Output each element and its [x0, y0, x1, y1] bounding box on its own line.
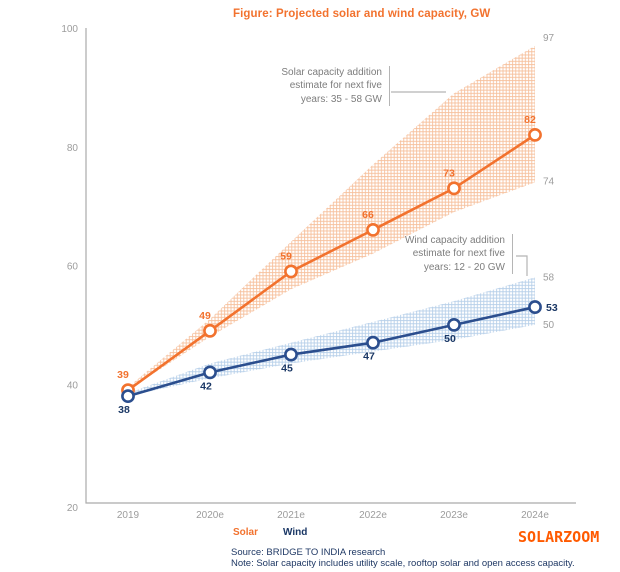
x-axis-tick-label: 2021e — [277, 510, 305, 521]
legend-item-solar: Solar — [233, 527, 259, 538]
note-text: Note: Solar capacity includes utility sc… — [231, 558, 575, 569]
solar-marker — [284, 264, 298, 279]
y-axis-tick-label: 100 — [61, 24, 78, 35]
solar-value-label: 39 — [117, 369, 129, 381]
x-axis-tick-label: 2024e — [521, 510, 549, 521]
solar-annotation-line-2: estimate for next five — [289, 80, 382, 92]
solar-value-label: 49 — [199, 310, 211, 322]
y-axis-tick-label: 20 — [67, 503, 79, 514]
wind-annotation: Wind capacity addition estimate for next… — [404, 234, 513, 275]
wind-annotation-line-3: years: 12 - 20 GW — [423, 261, 505, 273]
wind-marker — [528, 300, 542, 314]
solar-value-label: 73 — [443, 167, 455, 179]
wind-value-label: 50 — [444, 333, 456, 345]
solar-line — [127, 133, 536, 392]
x-axis-tick-label: 2023e — [440, 510, 468, 521]
wind-band-lower-label: 50 — [543, 320, 555, 331]
solar-band-lower-label: 74 — [543, 176, 555, 187]
wind-annotation-connector — [516, 255, 528, 276]
solar-value-label: 82 — [524, 114, 536, 126]
solar-value-label: 66 — [362, 209, 374, 221]
solar-annotation-line-3: years: 35 - 58 GW — [300, 93, 382, 105]
solar-value-label: 59 — [280, 250, 292, 262]
wind-band-upper-label: 58 — [543, 272, 555, 283]
solar-marker — [528, 127, 542, 142]
wind-line — [127, 305, 536, 398]
y-axis-tick-label: 40 — [67, 380, 79, 391]
wind-marker — [366, 335, 380, 350]
solar-marker — [203, 323, 217, 338]
solar-marker — [366, 222, 380, 237]
wind-marker — [203, 365, 217, 380]
legend: Solar Wind — [233, 527, 307, 538]
wind-value-label: 53 — [546, 302, 558, 314]
wind-value-label: 38 — [118, 404, 130, 416]
wind-annotation-line-1: Wind capacity addition — [404, 235, 505, 246]
wind-marker — [447, 317, 461, 332]
solar-band-upper-label: 97 — [543, 33, 555, 44]
chart-title: Figure: Projected solar and wind capacit… — [233, 8, 491, 20]
solar-estimate-band — [128, 45, 535, 391]
wind-annotation-line-2: estimate for next five — [412, 248, 505, 260]
y-axis-tick-label: 60 — [67, 262, 79, 273]
x-axis-tick-label: 2020e — [196, 510, 224, 521]
wind-marker — [121, 389, 135, 404]
wind-value-label: 42 — [200, 380, 212, 392]
axes — [85, 28, 576, 504]
wind-value-label: 47 — [363, 351, 375, 363]
wind-estimate-band — [128, 277, 535, 397]
solar-marker — [447, 181, 461, 196]
x-axis-tick-label: 2022e — [359, 510, 387, 521]
y-axis-tick-label: 80 — [67, 143, 79, 154]
x-axis-tick-label: 2019 — [117, 510, 140, 521]
legend-item-wind: Wind — [283, 527, 308, 538]
watermark: SOLARZOOM — [518, 528, 600, 546]
solar-annotation: Solar capacity addition estimate for nex… — [281, 66, 390, 107]
wind-value-label: 45 — [281, 363, 293, 375]
wind-marker — [284, 347, 298, 362]
source-text: Source: BRIDGE TO INDIA research — [231, 547, 386, 558]
solar-annotation-line-1: Solar capacity addition — [281, 67, 382, 78]
